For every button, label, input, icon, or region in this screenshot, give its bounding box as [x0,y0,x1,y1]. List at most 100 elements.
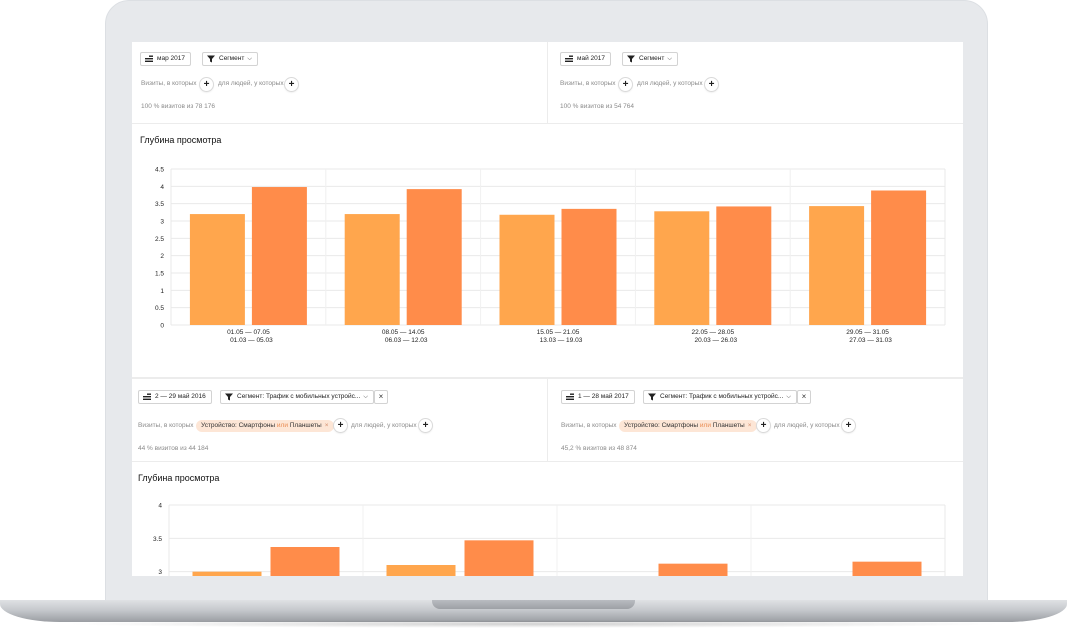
x-tick-label-secondary: 20.03 — 26.03 [694,337,737,344]
bar-series-1 [192,571,262,576]
period-label: 1 — 28 май 2017 [578,393,629,400]
filter-icon [648,393,656,401]
add-people-condition-button[interactable]: + [705,78,718,91]
calendar-icon [566,393,574,400]
y-tick-label: 1.5 [155,271,164,278]
chart-title: Глубина просмотра [138,473,220,483]
bar-series-2 [464,540,534,576]
bar-series-2 [658,563,728,576]
filter-icon [225,393,233,401]
segment-dropdown[interactable]: Сегмент ⌵ [202,52,258,66]
chip-text-a: Устройство: Смартфоны [624,422,699,429]
y-tick-label: 0.5 [155,305,164,312]
bar-series-1 [344,214,400,325]
visits-label: Визиты, в которых [560,80,616,87]
bar-series-1 [499,214,555,325]
x-tick-label: 22.05 — 28.05 [691,329,734,336]
y-tick-label: 0 [160,323,164,330]
calendar-icon [145,55,153,62]
bar-series-1 [386,565,456,576]
remove-segment-button[interactable]: × [797,390,811,404]
period-picker[interactable]: 2 — 29 май 2016 [138,390,212,404]
close-icon[interactable]: × [747,422,752,429]
x-tick-label: 29.05 — 31.05 [846,329,889,336]
bar-series-2 [561,208,617,325]
add-visit-condition-button[interactable]: + [334,419,347,432]
segment-label: Сегмент [639,55,665,62]
y-tick-label: 3 [160,219,164,226]
add-visit-condition-button[interactable]: + [200,78,213,91]
y-tick-label: 2 [160,253,164,260]
visits-label: Визиты, в которых [138,422,194,429]
visits-stat: 100 % визитов из 78 176 [141,103,216,110]
screen: мар 2017 Сегмент ⌵ Визиты, в которых + дл… [132,42,963,576]
section-divider [132,377,963,379]
bar-series-1 [189,214,245,325]
period-picker[interactable]: май 2017 [560,52,611,66]
segment-panel-right: май 2017 Сегмент ⌵ Визиты, в которых + дл… [547,42,963,123]
segment-label: Сегмент [219,55,245,62]
y-tick-label: 1 [160,288,164,295]
filter-icon [627,55,635,63]
chip-text-a: Устройство: Смартфоны [201,422,276,429]
chevron-down-icon: ⌵ [247,56,252,62]
x-tick-label-secondary: 27.03 — 31.03 [849,337,892,344]
filter-icon [207,55,215,63]
segment-label: Сегмент: Трафик с мобильных устройс... [660,393,784,400]
add-visit-condition-button[interactable]: + [619,78,632,91]
people-label: для людей, у которых [218,80,284,87]
x-tick-label: 15.05 — 21.05 [537,329,580,336]
chevron-down-icon: ⌵ [786,394,791,400]
add-people-condition-button[interactable]: + [285,78,298,91]
condition-chip[interactable]: Устройство: Смартфоны или Планшеты × [196,420,334,432]
visits-stat: 100 % визитов из 54 764 [560,103,635,110]
chevron-down-icon: ⌵ [667,56,672,62]
bar-series-2 [852,561,922,576]
visits-label: Визиты, в которых [141,80,197,87]
chip-or: или [699,422,711,429]
segment-dropdown[interactable]: Сегмент: Трафик с мобильных устройс... ⌵ [643,390,797,404]
bar-series-2 [270,547,340,576]
segment-row-top: мар 2017 Сегмент ⌵ Визиты, в которых + дл… [132,42,963,124]
people-label: для людей, у которых [774,422,840,429]
x-tick-label-secondary: 01.03 — 05.03 [230,337,273,344]
laptop-notch [432,600,635,609]
condition-chip[interactable]: Устройство: Смартфоны или Планшеты × [619,420,757,432]
people-label: для людей, у которых [637,80,703,87]
add-people-condition-button[interactable]: + [419,419,432,432]
y-tick-label: 2.5 [155,236,164,243]
y-tick-label: 4.5 [155,167,164,174]
segment-dropdown[interactable]: Сегмент ⌵ [622,52,678,66]
bar-series-2 [406,189,462,325]
add-visit-condition-button[interactable]: + [757,419,770,432]
period-label: май 2017 [577,55,605,62]
laptop-shadow [60,620,1007,628]
calendar-icon [143,393,151,400]
period-picker[interactable]: 1 — 28 май 2017 [561,390,635,404]
y-tick-label: 4 [158,503,162,510]
period-picker[interactable]: мар 2017 [140,52,191,66]
add-people-condition-button[interactable]: + [842,419,855,432]
calendar-icon [565,55,573,62]
period-label: 2 — 29 май 2016 [155,393,206,400]
close-icon[interactable]: × [324,422,329,429]
y-tick-label: 3.5 [155,201,164,208]
remove-segment-button[interactable]: × [374,390,388,404]
y-tick-label: 3.5 [153,536,162,543]
bar-series-2 [251,187,307,325]
period-label: мар 2017 [157,55,185,62]
bar-series-1 [809,206,865,325]
visits-stat: 45,2 % визитов из 48 874 [561,445,637,452]
segment-label: Сегмент: Трафик с мобильных устройс... [237,393,361,400]
x-tick-label: 01.05 — 07.05 [227,329,270,336]
x-tick-label: 08.05 — 14.05 [382,329,425,336]
chevron-down-icon: ⌵ [363,394,368,400]
visits-stat: 44 % визитов из 44 184 [138,445,209,452]
chip-or: или [276,422,288,429]
y-tick-label: 4 [160,184,164,191]
chart-title: Глубина просмотра [140,135,222,145]
bar-series-2 [716,206,772,325]
visits-label: Визиты, в которых [561,422,617,429]
bar-series-1 [654,211,710,325]
segment-dropdown[interactable]: Сегмент: Трафик с мобильных устройс... ⌵ [220,390,374,404]
